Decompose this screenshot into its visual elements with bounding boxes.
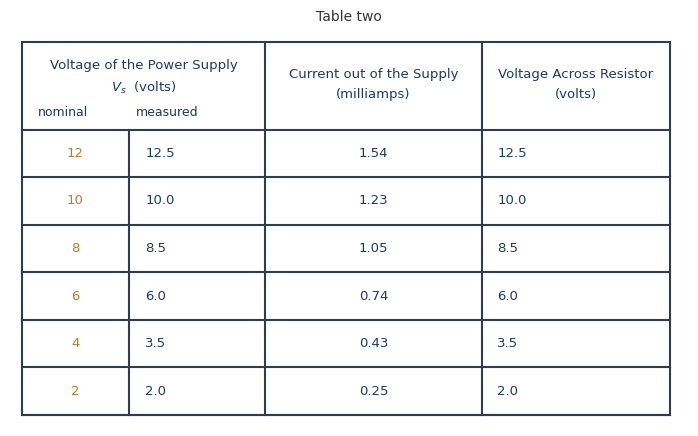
Text: 12: 12 <box>67 147 84 160</box>
Text: measured: measured <box>135 106 198 119</box>
Text: 3.5: 3.5 <box>497 337 518 350</box>
Text: 10.0: 10.0 <box>497 194 526 208</box>
Text: 4: 4 <box>71 337 80 350</box>
Text: 12.5: 12.5 <box>497 147 527 160</box>
Text: 6: 6 <box>71 290 80 303</box>
Text: 0.74: 0.74 <box>359 290 388 303</box>
Text: 8.5: 8.5 <box>145 242 166 255</box>
Text: 0.25: 0.25 <box>359 385 388 398</box>
Bar <box>22 42 670 415</box>
Text: Table two: Table two <box>316 10 382 24</box>
Text: 2: 2 <box>71 385 80 398</box>
Text: Voltage Across Resistor: Voltage Across Resistor <box>498 68 653 81</box>
Text: Current out of the Supply: Current out of the Supply <box>289 68 459 81</box>
Text: Voltage of the Power Supply: Voltage of the Power Supply <box>50 59 237 72</box>
Text: 10: 10 <box>67 194 84 208</box>
Text: (milliamps): (milliamps) <box>336 88 411 101</box>
Text: 1.54: 1.54 <box>359 147 388 160</box>
Text: 12.5: 12.5 <box>145 147 175 160</box>
Text: $V_s$  (volts): $V_s$ (volts) <box>111 79 177 95</box>
Text: 10.0: 10.0 <box>145 194 174 208</box>
Text: 1.05: 1.05 <box>359 242 388 255</box>
Text: 6.0: 6.0 <box>145 290 166 303</box>
Text: nominal: nominal <box>38 106 88 119</box>
Text: 1.23: 1.23 <box>359 194 388 208</box>
Text: 2.0: 2.0 <box>145 385 166 398</box>
Text: 0.43: 0.43 <box>359 337 388 350</box>
Text: 6.0: 6.0 <box>497 290 518 303</box>
Text: (volts): (volts) <box>555 88 597 101</box>
Text: 8.5: 8.5 <box>497 242 518 255</box>
Text: 3.5: 3.5 <box>145 337 166 350</box>
Text: 8: 8 <box>71 242 80 255</box>
Text: 2.0: 2.0 <box>497 385 518 398</box>
